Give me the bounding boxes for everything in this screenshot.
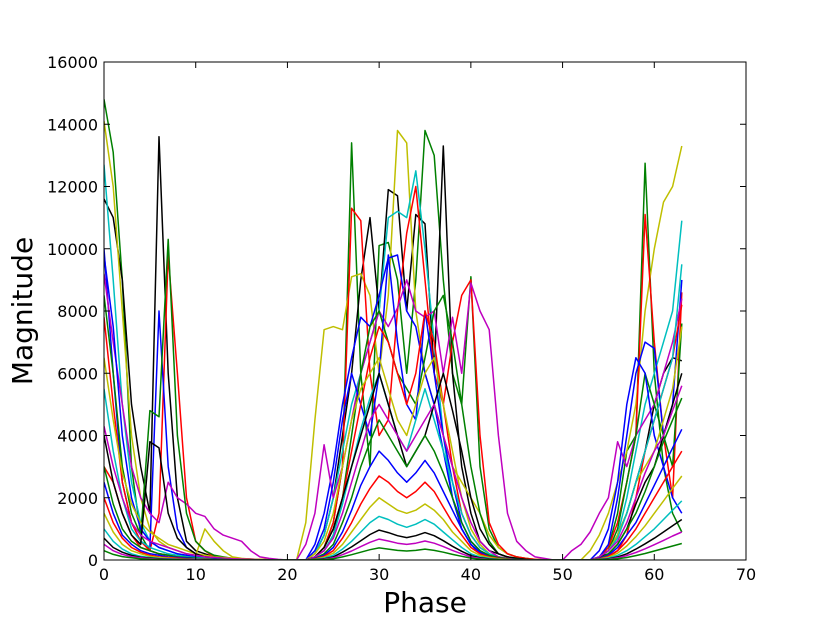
series-line-7 <box>104 273 683 560</box>
series-layer <box>104 99 683 560</box>
x-tick-label: 50 <box>552 565 572 584</box>
x-tick-label: 40 <box>461 565 481 584</box>
x-axis-label: Phase <box>383 586 467 619</box>
series-line-1 <box>104 99 683 560</box>
series-line-22 <box>104 542 682 560</box>
y-tick-label: 4000 <box>57 427 98 446</box>
y-tick-label: 16000 <box>47 53 98 72</box>
y-tick-label: 8000 <box>57 302 98 321</box>
x-axis-ticks: 0 10 20 30 40 50 60 70 <box>99 62 756 584</box>
y-axis-ticks: 0 2000 4000 6000 8000 10000 12000 14000 16000 <box>47 53 746 570</box>
x-tick-label: 0 <box>99 565 109 584</box>
series-line-4 <box>104 185 683 560</box>
x-tick-label: 30 <box>369 565 389 584</box>
y-tick-label: 14000 <box>47 115 98 134</box>
y-tick-label: 10000 <box>47 240 98 259</box>
y-tick-label: 6000 <box>57 364 98 383</box>
y-tick-label: 0 <box>88 551 98 570</box>
x-tick-label: 10 <box>186 565 206 584</box>
series-line-16 <box>104 428 683 560</box>
series-line-11 <box>104 326 683 560</box>
series-line-8 <box>104 238 683 560</box>
series-line-3 <box>104 120 683 560</box>
y-tick-label: 12000 <box>47 178 98 197</box>
x-tick-label: 70 <box>736 565 756 584</box>
y-axis-label: Magnitude <box>6 237 39 385</box>
y-tick-label: 2000 <box>57 489 98 508</box>
series-line-2 <box>104 135 683 560</box>
x-tick-label: 60 <box>644 565 664 584</box>
x-tick-label: 20 <box>277 565 297 584</box>
series-line-14 <box>104 385 683 560</box>
